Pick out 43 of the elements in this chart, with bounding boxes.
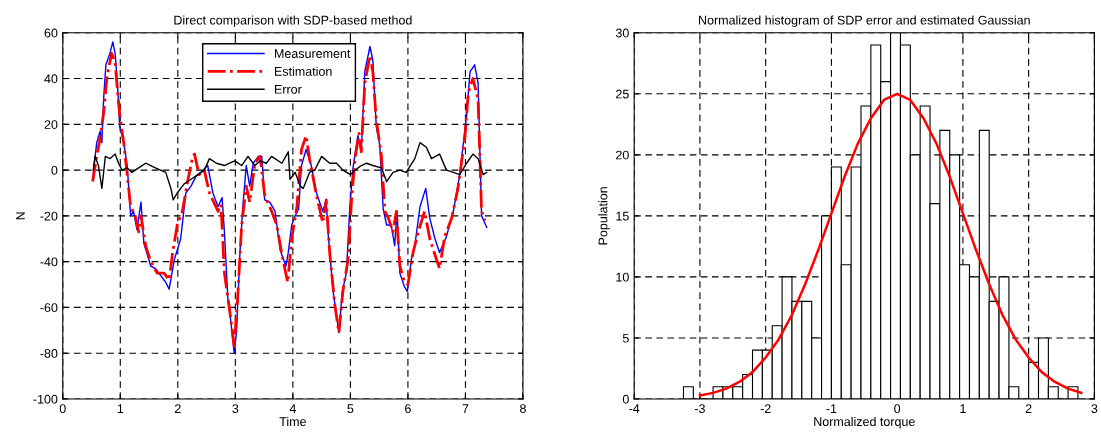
y-tick-label: -80 — [40, 349, 58, 358]
y-tick-label: 60 — [44, 28, 58, 38]
y-tick-label: 0 — [622, 394, 629, 404]
y-tick-label: 30 — [615, 28, 629, 38]
chart-title: Direct comparison with SDP-based method — [174, 15, 412, 28]
x-tick-label: 0 — [59, 404, 66, 414]
y-tick-label: 5 — [622, 333, 629, 343]
x-tick-label: -1 — [826, 404, 837, 413]
y-tick-label: -20 — [40, 211, 58, 221]
x-tick-label: 0 — [894, 404, 901, 414]
x-tick-label: 7 — [462, 404, 469, 413]
y-axis-title: N — [16, 212, 25, 220]
x-tick-label: 1 — [960, 404, 966, 413]
x-tick-label: 8 — [520, 404, 526, 414]
chart-title: Normalized histogram of SDP error and estimated Gaussian — [699, 15, 1030, 28]
x-axis-title: Normalized torque — [814, 416, 915, 429]
x-tick-label: -2 — [760, 404, 771, 413]
x-tick-label: 6 — [405, 404, 411, 414]
legend-label: Estimation — [275, 66, 332, 76]
y-tick-label: 20 — [44, 120, 58, 129]
x-tick-label: 4 — [289, 404, 296, 413]
x-tick-label: -3 — [694, 404, 705, 414]
y-tick-label: 20 — [616, 150, 629, 160]
y-tick-label: 25 — [616, 89, 629, 99]
x-tick-label: 2 — [174, 404, 181, 413]
x-tick-label: -4 — [629, 404, 640, 413]
x-axis-title: Time — [279, 416, 306, 427]
y-tick-label: 40 — [44, 74, 58, 84]
y-tick-label: 0 — [51, 165, 58, 175]
x-tick-label: 3 — [232, 404, 239, 414]
x-tick-label: 2 — [1025, 404, 1032, 413]
y-tick-label: -60 — [40, 303, 58, 313]
y-tick-label: 10 — [616, 272, 629, 282]
x-tick-label: 3 — [1091, 404, 1098, 414]
x-tick-label: 1 — [117, 404, 124, 413]
y-axis-title: Population — [598, 187, 610, 245]
line-series — [698, 92, 1083, 397]
legend-label: Error — [275, 85, 302, 94]
legend-label: Measurement — [275, 49, 351, 58]
x-tick-label: 5 — [347, 404, 354, 414]
y-tick-label: -100 — [33, 394, 58, 404]
y-tick-label: -40 — [40, 257, 58, 267]
y-tick-label: 15 — [616, 211, 629, 221]
